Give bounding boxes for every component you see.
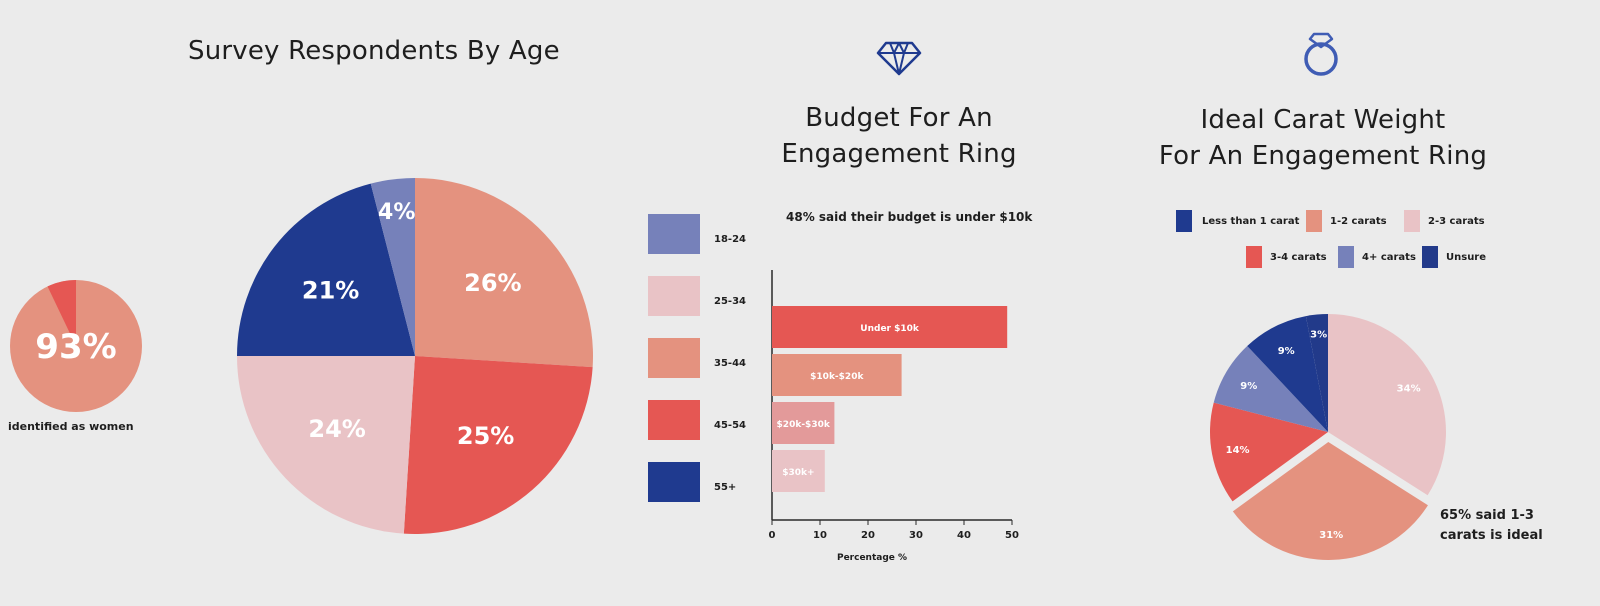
age-pie-label: 26%	[464, 269, 521, 297]
carat-legend-label: 3-4 carats	[1270, 252, 1327, 263]
age-pie-label: 4%	[378, 200, 415, 225]
age-legend-swatch	[648, 462, 700, 502]
carat-pie-slice	[1328, 314, 1446, 496]
carat-legend-swatch	[1404, 210, 1420, 232]
carat-legend-label: 2-3 carats	[1428, 216, 1485, 227]
carat-pie-slice-group: 9%	[1213, 345, 1328, 432]
budget-tick-label: 20	[861, 530, 875, 541]
carat-annotation-line2: carats is ideal	[1440, 528, 1543, 543]
women-pie-percent: 93%	[35, 327, 116, 367]
age-legend-label: 25-34	[714, 296, 746, 307]
age-legend-swatch	[648, 214, 700, 254]
carat-pie-slice-group: 31%	[1232, 441, 1428, 560]
age-pie-slice	[415, 178, 593, 368]
women-pie-minority-slice	[47, 279, 76, 346]
carat-legend: Less than 1 carat 1-2 carats 2-3 carats …	[1170, 210, 1490, 280]
budget-bar-label: Under $10k	[860, 324, 920, 334]
carat-title-line2: For An Engagement Ring	[1158, 141, 1488, 171]
carat-pie-slice	[1210, 402, 1328, 502]
age-legend: 18-24 25-34 35-44 45-54 55+	[648, 214, 768, 514]
budget-tick-label: 50	[1005, 530, 1019, 541]
carat-pie-label: 34%	[1397, 384, 1421, 395]
age-legend-label: 35-44	[714, 358, 746, 369]
carat-pie-slice-group: 14%	[1210, 402, 1328, 502]
carat-pie-slice	[1213, 345, 1328, 432]
carat-chart-title: Ideal Carat Weight For An Engagement Rin…	[1140, 102, 1506, 174]
carat-pie-label: 9%	[1240, 381, 1257, 392]
carat-pie-slice-group: 34%	[1328, 314, 1446, 496]
carat-pie-slice	[1232, 441, 1428, 560]
age-pie-label: 24%	[308, 415, 365, 443]
budget-bar	[772, 402, 835, 444]
budget-bar-chart: Under $10k $10k-$20k $20k-$30k $30k+ 0 10 20 30…	[769, 270, 1019, 563]
women-caption: identified as women	[8, 420, 134, 433]
budget-tick-label: 0	[769, 530, 776, 541]
age-pie-slice	[403, 356, 593, 534]
budget-bar	[772, 354, 902, 396]
carat-legend-label: 1-2 carats	[1330, 216, 1387, 227]
budget-title-line2: Engagement Ring	[781, 139, 1017, 169]
age-legend-swatch	[648, 338, 700, 378]
budget-bar-label: $10k-$20k	[810, 372, 864, 382]
age-pie-slice	[370, 178, 415, 356]
carat-annotation: 65% said 1-3 carats is ideal	[1440, 506, 1543, 546]
budget-x-label: Percentage %	[837, 553, 907, 563]
carat-pie-slice	[1305, 314, 1328, 432]
carat-legend-swatch	[1422, 246, 1438, 268]
age-legend-swatch	[648, 400, 700, 440]
diamond-icon	[876, 41, 922, 76]
budget-bar-label: $30k+	[782, 468, 814, 478]
budget-bar	[772, 450, 825, 492]
carat-legend-label: Unsure	[1446, 252, 1487, 263]
age-pie-label: 25%	[457, 422, 514, 450]
carat-pie-label: 31%	[1319, 530, 1343, 541]
carat-annotation-line1: 65% said 1-3	[1440, 508, 1534, 523]
budget-tick-label: 10	[813, 530, 827, 541]
carat-legend-label: Less than 1 carat	[1202, 216, 1300, 227]
carat-pie-label: 3%	[1310, 329, 1327, 340]
age-pie-label: 21%	[302, 277, 359, 305]
carat-pie-label: 14%	[1226, 445, 1250, 456]
age-pie-slice	[237, 183, 415, 356]
carat-legend-swatch	[1306, 210, 1322, 232]
budget-tick-label: 30	[909, 530, 923, 541]
carat-legend-swatch	[1246, 246, 1262, 268]
carat-pie-label: 9%	[1278, 346, 1295, 357]
women-pie: 93%	[10, 279, 142, 412]
age-pie-slice	[237, 356, 415, 534]
budget-chart-title: Budget For An Engagement Ring	[760, 100, 1038, 172]
carat-legend-swatch	[1176, 210, 1192, 232]
budget-subtitle: 48% said their budget is under $10k	[786, 210, 1033, 224]
budget-title-line1: Budget For An	[805, 103, 993, 133]
carat-pie-chart: 34% 31% 14% 9% 9% 3%	[1210, 314, 1446, 560]
carat-pie-slice-group: 3%	[1305, 314, 1328, 432]
carat-title-line1: Ideal Carat Weight	[1200, 105, 1446, 135]
age-pie-chart: 26% 25% 24% 21% 4%	[237, 178, 593, 534]
carat-pie-slice	[1247, 316, 1328, 432]
age-chart-title: Survey Respondents By Age	[188, 36, 560, 66]
budget-tick-label: 40	[957, 530, 971, 541]
age-legend-label: 45-54	[714, 420, 746, 431]
budget-bar-label: $20k-$30k	[777, 420, 831, 430]
carat-pie-slice-group: 9%	[1247, 316, 1328, 432]
budget-bar	[772, 306, 1008, 348]
carat-legend-label: 4+ carats	[1362, 252, 1416, 263]
age-legend-swatch	[648, 276, 700, 316]
carat-legend-swatch	[1338, 246, 1354, 268]
age-legend-label: 55+	[714, 482, 737, 493]
age-legend-label: 18-24	[714, 234, 746, 245]
ring-icon	[1304, 32, 1338, 76]
